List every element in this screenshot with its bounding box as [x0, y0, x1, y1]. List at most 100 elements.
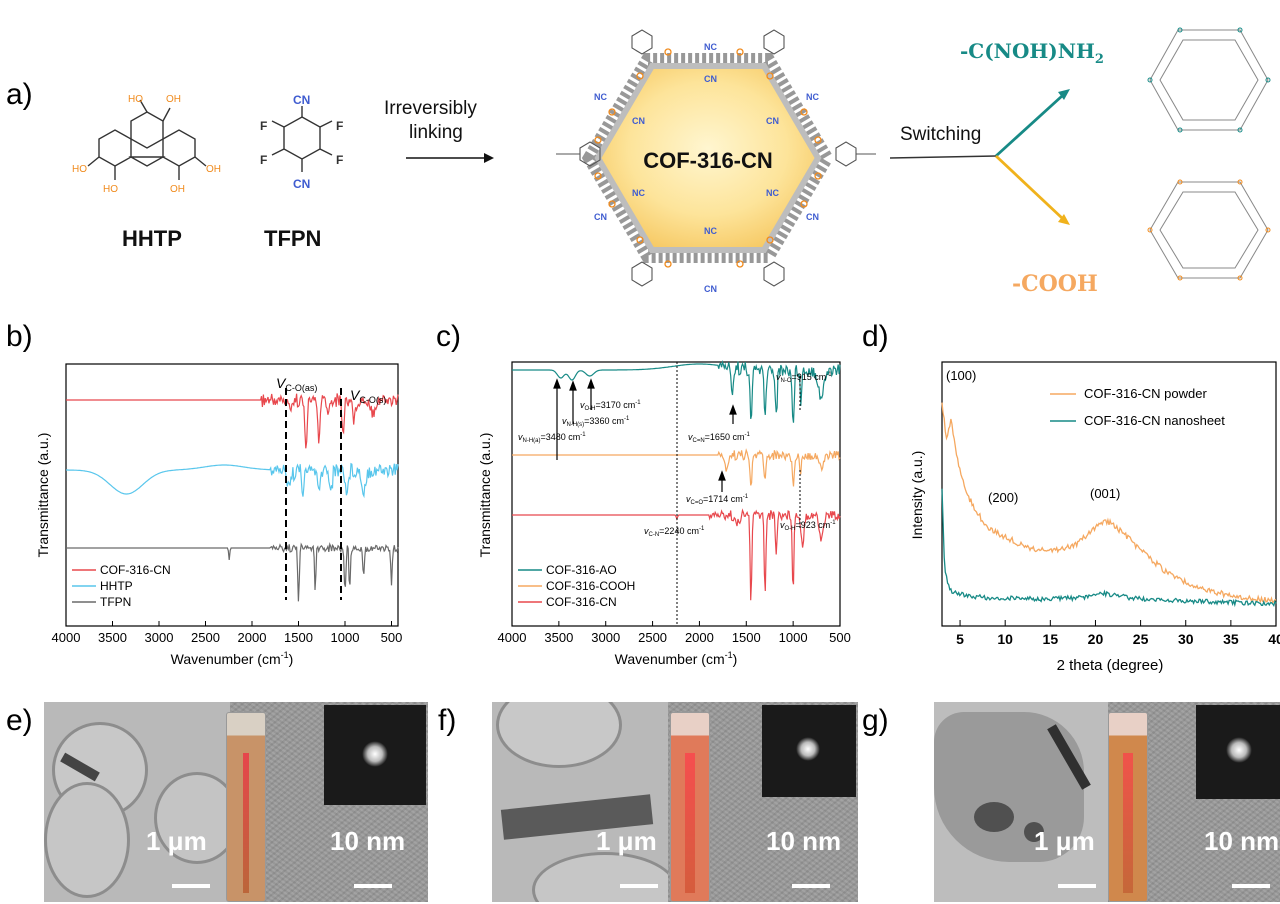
- scale-g-low-text: 1 μm: [1034, 826, 1095, 856]
- chart-d-ylabel: Intensity (a.u.): [909, 451, 925, 540]
- panel-label-a: a): [6, 78, 33, 111]
- chart-c-series-ao: [512, 359, 841, 423]
- arrow-label-line1: Irreversibly: [384, 98, 477, 119]
- cof-nc-left-1: NC: [594, 92, 607, 102]
- chart-b-frame: [65, 363, 399, 627]
- chart-d-series-powder: [941, 402, 1277, 604]
- panel-label-b: b): [6, 320, 33, 353]
- cof-cn-right-2: CN: [766, 116, 779, 126]
- chart-c-tick-2500: 2500: [638, 630, 667, 645]
- chart-d-legend: COF-316-CN powder COF-316-CN nanosheet: [1050, 386, 1225, 428]
- chart-b-series-hhtp: [66, 462, 399, 499]
- chart-c-series-cn: [512, 508, 841, 601]
- ao-arrow-head: [1058, 89, 1070, 100]
- chart-c-ylabel: Transmittance (a.u.): [477, 433, 493, 558]
- chart-b-xlabel: Wavenumber (cm-1): [171, 650, 294, 667]
- cof-cn-right-3: CN: [806, 212, 819, 222]
- scale-f-low-bar: [620, 884, 658, 888]
- tem-e-lowmag: [44, 702, 230, 902]
- scale-f-high-text: 10 nm: [766, 826, 842, 856]
- hhtp-oh-4: HO: [103, 184, 118, 195]
- chart-c-tick-500: 500: [829, 630, 851, 645]
- ao-group-label: -C(NOH)NH2: [960, 39, 1104, 67]
- panel-label-d: d): [862, 320, 889, 353]
- hhtp-oh-5: OH: [206, 164, 221, 175]
- tem-f-lowmag: [492, 702, 670, 902]
- cuvette-f: [670, 712, 710, 902]
- scale-e-high-text: 10 nm: [330, 826, 406, 856]
- chart-b-tick-2000: 2000: [238, 630, 267, 645]
- chart-d-tick-35: 35: [1223, 631, 1239, 647]
- tfpn-label: TFPN: [264, 226, 321, 251]
- chart-d-legend-2: COF-316-CN nanosheet: [1084, 413, 1225, 428]
- chart-c-arrows: [553, 378, 737, 492]
- tfpn-cn-top: CN: [293, 93, 310, 107]
- fft-e: [324, 705, 426, 805]
- chart-d-tick-30: 30: [1178, 631, 1194, 647]
- chart-c-legend-2: COF-316-COOH: [546, 579, 635, 593]
- chart-c-ann-nhs: vN-H(s)=3360 cm-1: [562, 416, 630, 428]
- cof-nc-top: NC: [704, 42, 717, 52]
- chart-d-tick-20: 20: [1088, 631, 1104, 647]
- chart-b-series-tfpn: [66, 541, 399, 602]
- cof-nc-right-4: NC: [766, 188, 779, 198]
- hhtp-oh-3: HO: [72, 164, 87, 175]
- chart-b-legend-2: HHTP: [100, 579, 133, 593]
- scale-g-high-bar: [1232, 884, 1270, 888]
- chart-d-tick-25: 25: [1133, 631, 1149, 647]
- chart-c-ann-cn: vC-N=2240 cm-1: [644, 526, 705, 538]
- chart-d-tick-15: 15: [1043, 631, 1059, 647]
- chart-b-ann-s: VC-O(s): [350, 387, 386, 405]
- tfpn-f-4: F: [336, 153, 343, 167]
- cof-cooh-structure: [1147, 179, 1271, 281]
- chart-c-ann-no: vN-O=915 cm-1: [776, 372, 832, 384]
- hhtp-oh-6: OH: [170, 184, 185, 195]
- tfpn-f-3: F: [260, 153, 267, 167]
- chart-d-tick-5: 5: [956, 631, 964, 647]
- hhtp-label: HHTP: [122, 226, 182, 251]
- chart-b-xticks: [65, 621, 392, 626]
- chart-b-ann-as: VC-O(as): [276, 375, 317, 393]
- cuvette-e: [226, 712, 266, 902]
- chart-d-ann-100: (100): [946, 368, 976, 383]
- panel-label-c: c): [436, 320, 461, 353]
- cof-nc-left-4: NC: [632, 188, 645, 198]
- ao-arrow: [995, 94, 1063, 158]
- chart-b-tick-3000: 3000: [145, 630, 174, 645]
- chart-d-series-nanosheet: [941, 488, 1277, 608]
- cuvette-g: [1108, 712, 1148, 902]
- cof-nc-bottom-inner: NC: [704, 226, 717, 236]
- tfpn-cn-bottom: CN: [293, 177, 310, 191]
- chart-c-legend-3: COF-316-CN: [546, 595, 617, 609]
- switching-label: Switching: [900, 124, 981, 145]
- chart-b-tick-4000: 4000: [52, 630, 81, 645]
- chart-b-ylabel: Transmittance (a.u.): [35, 433, 51, 558]
- chart-c-tick-3500: 3500: [544, 630, 573, 645]
- chart-b-series-cof: [66, 393, 399, 449]
- tem-g-lowmag: [934, 702, 1110, 902]
- scale-e-high-bar: [354, 884, 392, 888]
- chart-b-tick-3500: 3500: [98, 630, 127, 645]
- cooh-group-label: -COOH: [1012, 271, 1098, 297]
- scale-f-low-text: 1 μm: [596, 826, 657, 856]
- scale-e-low-bar: [172, 884, 210, 888]
- arrow-label-line2: linking: [409, 122, 463, 143]
- fft-g: [1196, 705, 1280, 799]
- tfpn-f-2: F: [336, 119, 343, 133]
- chart-b-legend: COF-316-CN HHTP TFPN: [72, 563, 171, 609]
- chart-c-ann-co: vC=O=1714 cm-1: [686, 494, 749, 506]
- chart-c-frame: [511, 361, 841, 627]
- panel-label-g: g): [862, 704, 889, 737]
- chart-c-legend: COF-316-AO COF-316-COOH COF-316-CN: [518, 563, 635, 609]
- cof-ao-structure: [1147, 27, 1271, 133]
- chart-b-tick-500: 500: [381, 630, 403, 645]
- chart-b-tick-1500: 1500: [284, 630, 313, 645]
- chart-b-tick-1000: 1000: [331, 630, 360, 645]
- chart-b-tick-2500: 2500: [191, 630, 220, 645]
- chart-d-ann-200: (200): [988, 490, 1018, 505]
- chart-d-tick-10: 10: [997, 631, 1013, 647]
- chart-c-tick-3000: 3000: [591, 630, 620, 645]
- cof-cn-left-3: CN: [594, 212, 607, 222]
- scale-e-low-text: 1 μm: [146, 826, 207, 856]
